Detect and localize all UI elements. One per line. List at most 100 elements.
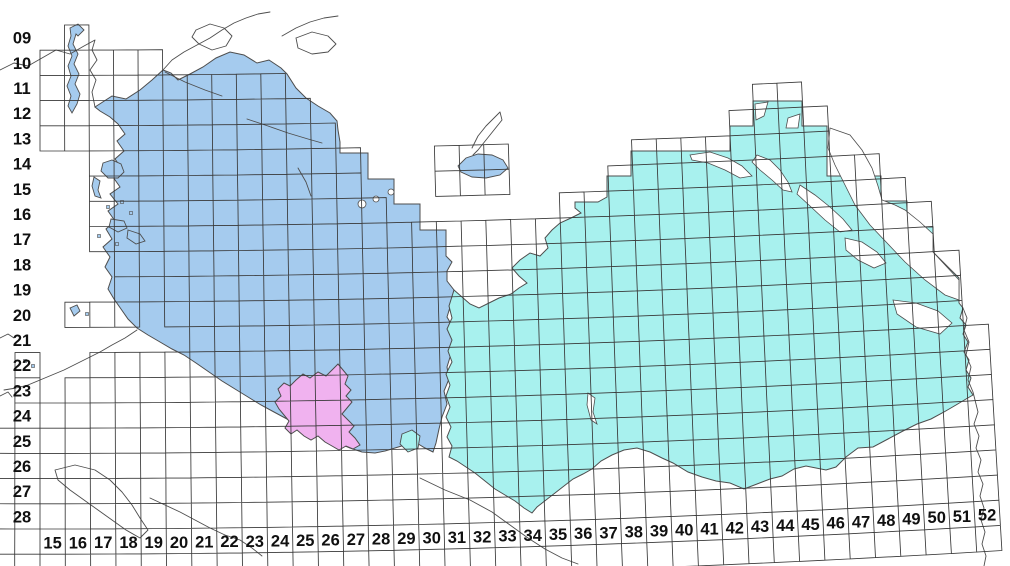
islet — [120, 200, 124, 204]
islet — [115, 242, 119, 246]
row-label: 26 — [13, 458, 31, 476]
islet — [23, 359, 27, 363]
col-label: 33 — [498, 528, 516, 546]
col-label: 46 — [827, 515, 845, 533]
island — [457, 153, 509, 179]
col-label: 43 — [751, 518, 769, 536]
water-body — [689, 151, 753, 179]
column-labels: 15 16 17 18 19 20 21 22 23 24 25 26 27 28 29 30 31 32 33 34… — [43, 506, 996, 552]
col-label: 30 — [423, 530, 441, 548]
coastline — [471, 111, 503, 156]
row-label: 10 — [13, 55, 31, 73]
col-label: 15 — [43, 534, 61, 552]
water-overlays — [357, 101, 960, 425]
row-label: 09 — [13, 30, 31, 48]
col-label: 20 — [170, 534, 188, 552]
col-label: 50 — [928, 509, 946, 527]
col-label: 18 — [119, 534, 137, 552]
coastline — [0, 391, 13, 398]
col-label: 41 — [700, 520, 718, 538]
coastline — [0, 39, 98, 108]
row-label: 15 — [13, 181, 31, 199]
row-label: 20 — [13, 307, 31, 325]
col-label: 31 — [448, 529, 466, 547]
col-label: 38 — [625, 523, 643, 541]
row-label: 23 — [13, 382, 31, 400]
coastline — [297, 167, 312, 197]
col-label: 23 — [246, 533, 264, 551]
col-label: 44 — [776, 517, 795, 535]
islands — [23, 23, 509, 368]
coastline — [191, 23, 233, 51]
row-label: 19 — [13, 282, 31, 300]
coastline — [54, 464, 149, 539]
col-label: 17 — [94, 534, 112, 552]
coastline — [0, 333, 15, 339]
islet — [31, 364, 35, 368]
col-label: 48 — [877, 512, 895, 530]
island — [108, 218, 128, 233]
lake — [387, 188, 395, 196]
col-label: 24 — [271, 533, 290, 551]
col-label: 40 — [675, 521, 693, 539]
row-label: 21 — [13, 332, 31, 350]
islet — [106, 205, 110, 209]
col-label: 51 — [953, 508, 971, 526]
col-label: 19 — [145, 534, 163, 552]
row-label: 16 — [13, 206, 31, 224]
island — [91, 176, 102, 199]
water-body — [844, 237, 887, 269]
col-label: 36 — [574, 525, 592, 543]
col-label: 22 — [220, 533, 238, 551]
row-label: 17 — [13, 231, 31, 249]
coastline — [246, 118, 323, 144]
region-mecklenburg-vorpommern — [445, 100, 974, 514]
col-label: 45 — [801, 516, 819, 534]
row-label: 14 — [13, 156, 32, 174]
col-label: 52 — [978, 506, 996, 524]
col-label: 32 — [473, 528, 491, 546]
col-label: 49 — [902, 511, 920, 529]
col-label: 25 — [296, 532, 314, 550]
coastline — [281, 15, 339, 37]
water-body — [827, 127, 960, 301]
water-body — [892, 299, 953, 335]
coastline — [164, 71, 223, 97]
coastline — [162, 11, 271, 71]
row-label: 24 — [13, 408, 32, 426]
region-schleswig-holstein — [94, 51, 460, 454]
coastline — [3, 329, 138, 391]
row-label: 13 — [13, 130, 31, 148]
state-regions — [94, 51, 974, 514]
coastline — [295, 31, 337, 55]
row-label: 28 — [13, 508, 31, 526]
row-label: 25 — [13, 433, 31, 451]
col-label: 29 — [397, 530, 415, 548]
col-label: 21 — [195, 534, 213, 552]
col-label: 42 — [726, 519, 744, 537]
islet — [129, 211, 133, 215]
islet — [97, 234, 101, 238]
col-label: 37 — [599, 524, 617, 542]
row-label: 27 — [13, 483, 31, 501]
water-body — [586, 392, 598, 425]
col-label: 34 — [524, 527, 543, 545]
col-label: 39 — [650, 522, 668, 540]
island — [126, 229, 146, 245]
row-label: 18 — [13, 256, 31, 274]
water-body — [785, 113, 801, 129]
col-label: 35 — [549, 526, 567, 544]
region-amt-neuhaus — [399, 429, 421, 453]
col-label: 26 — [321, 532, 339, 550]
region-hamburg — [274, 363, 361, 451]
water-body — [754, 101, 769, 121]
lake — [372, 195, 380, 203]
row-labels: 09 10 11 12 13 14 15 16 17 18 19 20 21 22 23 24 25 26 27 28 — [13, 30, 32, 527]
col-label: 27 — [347, 531, 365, 549]
col-label: 16 — [69, 534, 87, 552]
col-label: 28 — [372, 531, 390, 549]
island — [66, 23, 85, 114]
islet — [85, 312, 89, 316]
